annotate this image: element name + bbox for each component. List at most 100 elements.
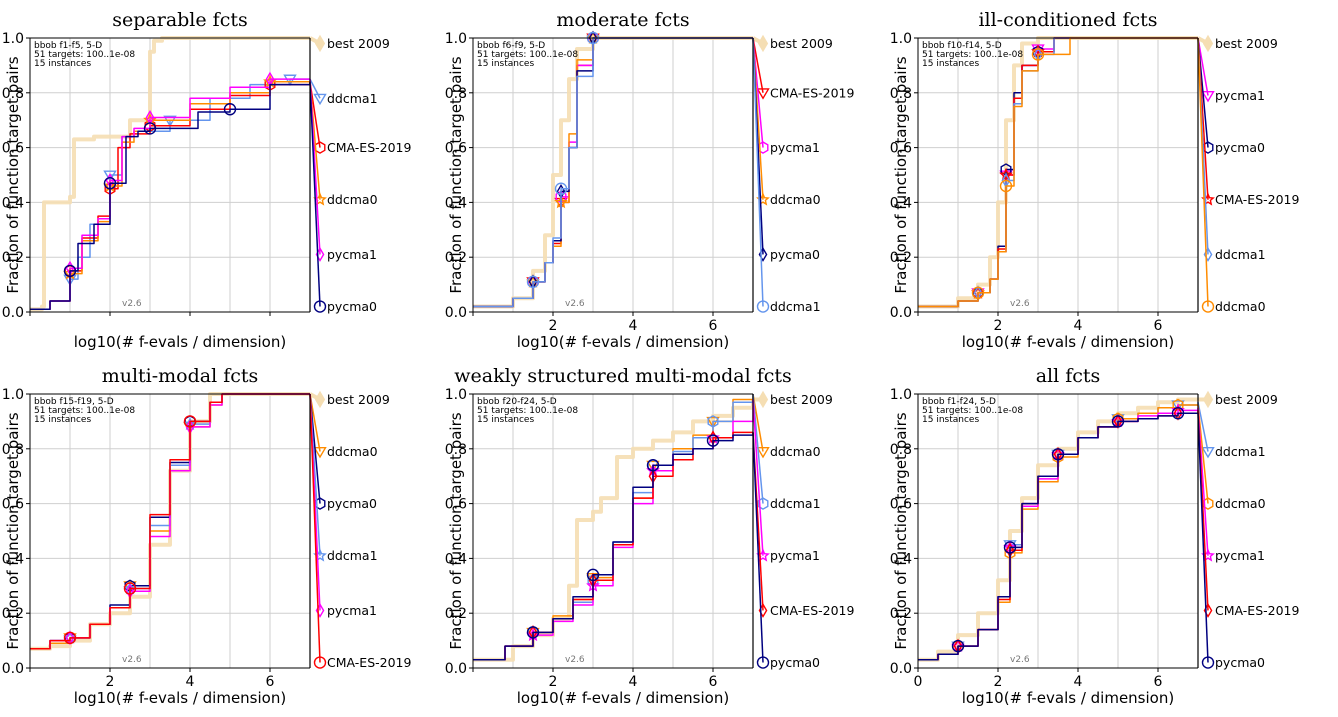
legend-entry-best-2009: best 2009: [327, 36, 390, 51]
legend-entry-pycma1: pycma1: [770, 548, 820, 563]
legend-marker-best-2009: [314, 34, 326, 53]
series-marker-ddcma1: [707, 415, 719, 428]
legend-marker-pycma0: [1201, 656, 1215, 669]
y-tick-label: 0.6: [890, 497, 912, 513]
legend-entry-best-2009: best 2009: [770, 392, 833, 407]
x-axis-label: log10(# f-evals / dimension): [517, 333, 729, 351]
info-line: 51 targets: 100..1e-08: [922, 406, 1023, 416]
y-tick-label: 0.4: [2, 551, 24, 567]
y-tick-label: 0.2: [2, 606, 24, 622]
legend-entry-ddcma0: ddcma0: [327, 444, 378, 459]
series-marker-pycma0: [526, 626, 540, 639]
series-marker-ddcma0: [1031, 48, 1045, 61]
legend-entry-ddcma0: ddcma0: [1215, 299, 1266, 314]
legend-entry-ddcma1: ddcma1: [327, 548, 378, 563]
series-marker-pycma0: [63, 264, 77, 278]
series-line-best-2009: [918, 36, 1198, 309]
series-marker-pycma0: [103, 177, 117, 190]
x-tick-label: 4: [1074, 674, 1083, 690]
series-marker-pycma0: [951, 639, 965, 653]
y-tick-label: 1.0: [445, 31, 467, 47]
series-marker-ddcma1: [103, 170, 117, 182]
series-marker-cma-es-2019: [999, 167, 1013, 181]
legend-entry-ddcma1: ddcma1: [770, 299, 821, 314]
legend-entry-ddcma0: ddcma0: [327, 192, 378, 207]
y-tick-label: 0.2: [890, 606, 912, 622]
version-label: v2.6: [1010, 655, 1030, 665]
info-line: 15 instances: [922, 415, 979, 425]
legend-marker-best-2009: [1202, 34, 1214, 53]
legend-connector-ddcma0: [309, 393, 321, 452]
series-marker-pycma0: [646, 459, 660, 472]
x-tick-label: 6: [266, 674, 275, 690]
legend-entry-pycma0: pycma0: [327, 496, 377, 511]
series-marker-cma-es-2019: [123, 582, 137, 595]
y-axis-label: Fraction of function,target pairs: [892, 56, 910, 293]
x-tick-label: 0: [914, 674, 923, 690]
x-tick-label: 2: [994, 674, 1003, 690]
series-line-pycma0: [30, 81, 311, 311]
legend-marker-ddcma0: [313, 446, 327, 459]
y-tick-label: 1.0: [445, 387, 467, 403]
legend-connector-pycma0: [309, 81, 321, 307]
chart-title: ill-conditioned fcts: [978, 9, 1157, 31]
legend-entry-cma-es-2019: CMA-ES-2019: [770, 603, 855, 618]
series-line-cma-es-2019: [918, 37, 1198, 308]
legend-entry-cma-es-2019: CMA-ES-2019: [327, 655, 412, 670]
y-tick-label: 0.4: [2, 195, 24, 211]
chart-panel-all-fcts: best 2009 ddcma1 ddcma0 pycma1 CMA-ES-2019 py…: [890, 365, 1300, 707]
legend-entry-best-2009: best 2009: [770, 36, 833, 51]
y-tick-label: 1.0: [890, 387, 912, 403]
y-tick-label: 0.6: [2, 141, 24, 157]
series-marker-pycma0: [1171, 406, 1185, 420]
series-marker-ddcma0: [999, 179, 1013, 193]
legend-entry-ddcma1: ddcma1: [1215, 247, 1266, 262]
info-line: bbob f15-f19, 5-D: [34, 397, 114, 407]
info-line: bbob f10-f14, 5-D: [922, 41, 1002, 51]
chart-title: separable fcts: [112, 9, 247, 31]
legend-entry-pycma1: pycma1: [1215, 548, 1265, 563]
series-line-best-2009: [473, 36, 753, 309]
chart-title: all fcts: [1036, 365, 1101, 387]
legend-entry-cma-es-2019: CMA-ES-2019: [327, 140, 412, 155]
series-marker-pycma0: [143, 122, 157, 135]
x-tick-label: 2: [549, 674, 558, 690]
chart-title: moderate fcts: [556, 9, 689, 31]
y-tick-label: 0.6: [2, 497, 24, 513]
legend-entry-ddcma1: ddcma1: [770, 496, 821, 511]
y-tick-label: 1.0: [890, 31, 912, 47]
series-line-ddcma1: [473, 37, 753, 308]
legend-marker-cma-es-2019: [756, 88, 770, 100]
legend-entry-pycma1: pycma1: [327, 603, 377, 618]
info-line: bbob f1-f5, 5-D: [34, 41, 102, 51]
legend-connector-pycma0: [1197, 413, 1209, 663]
legend-entry-best-2009: best 2009: [1215, 36, 1278, 51]
legend-marker-best-2009: [1202, 390, 1214, 409]
info-line: bbob f1-f24, 5-D: [922, 397, 996, 407]
series-marker-ddcma1: [283, 74, 297, 86]
legend-entry-pycma0: pycma0: [327, 299, 377, 314]
info-line: 15 instances: [477, 415, 534, 425]
chart-panel-separable-fcts: best 2009 ddcma1 CMA-ES-2019 ddcma0 pycma1 py…: [2, 9, 412, 351]
legend-connector-pycma1: [752, 399, 764, 556]
chart-title: weakly structured multi-modal fcts: [454, 365, 792, 387]
series-line-ddcma1: [918, 402, 1199, 661]
legend-connector-ddcma0: [752, 393, 764, 452]
legend-marker-ddcma1: [1201, 446, 1215, 459]
legend-entry-ddcma1: ddcma1: [1215, 444, 1266, 459]
legend-entry-pycma1: pycma1: [770, 140, 820, 155]
legend-connector-cma-es-2019: [309, 393, 321, 663]
series-marker-pycma0: [586, 568, 600, 582]
chart-panel-multi-modal-fcts: best 2009 ddcma0 pycma0 ddcma1 pycma1 CMA-ES-…: [2, 365, 412, 707]
legend-marker-cma-es-2019: [313, 656, 327, 669]
legend-entry-cma-es-2019: CMA-ES-2019: [1215, 192, 1300, 207]
y-tick-label: 0.8: [2, 86, 24, 102]
series-line-pycma1: [30, 393, 310, 650]
x-tick-label: 4: [629, 318, 638, 334]
series-line-ddcma0: [918, 404, 1198, 661]
legend-marker-ddcma0: [756, 446, 770, 459]
y-tick-label: 0.0: [445, 661, 467, 677]
x-tick-label: 6: [1154, 318, 1163, 334]
info-line: 15 instances: [477, 59, 534, 69]
